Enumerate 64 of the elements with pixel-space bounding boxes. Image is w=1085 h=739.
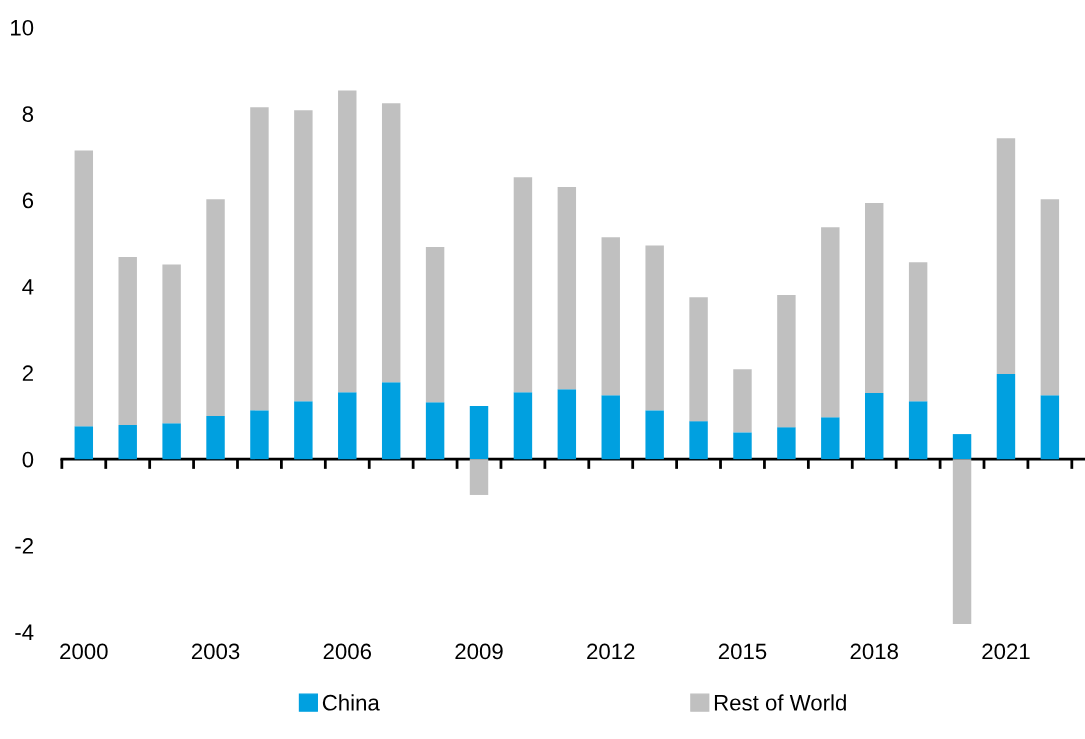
x-tick-label: 2018 — [850, 643, 898, 660]
x-tick-label: 2003 — [191, 643, 240, 660]
bar — [777, 295, 796, 428]
bar — [645, 410, 664, 460]
bar — [74, 426, 94, 460]
bar — [601, 237, 620, 396]
bar — [1040, 199, 1060, 396]
bar — [425, 247, 445, 403]
bar — [162, 423, 181, 460]
bar — [381, 103, 401, 383]
x-tick-label: 2000 — [60, 643, 108, 660]
bar — [908, 262, 928, 402]
bar — [733, 369, 752, 433]
bar — [952, 459, 972, 625]
bar — [689, 421, 708, 460]
bar — [338, 90, 357, 393]
y-tick-label: 2 — [22, 365, 33, 381]
y-tick-label: 4 — [22, 279, 34, 295]
x-tick-label: 2009 — [455, 643, 503, 660]
bar — [162, 264, 181, 424]
bar — [381, 382, 401, 460]
bar — [469, 406, 489, 460]
bar — [908, 401, 928, 460]
bar — [118, 425, 137, 460]
x-tick-label: 2012 — [587, 643, 635, 660]
bar — [513, 392, 533, 460]
bar — [865, 393, 884, 460]
bar — [294, 110, 313, 402]
legend-label: China — [322, 694, 380, 711]
x-tick-label: 2021 — [982, 643, 1030, 660]
bar — [821, 227, 840, 418]
y-tick-label: 10 — [11, 19, 34, 36]
bar — [338, 392, 357, 460]
bar — [206, 415, 225, 460]
bar — [996, 138, 1016, 375]
bar — [821, 417, 840, 460]
y-tick-label: -2 — [15, 538, 33, 554]
y-tick-label: 6 — [22, 192, 34, 209]
bar — [206, 199, 225, 416]
y-tick-label: -4 — [15, 624, 34, 640]
bar — [469, 459, 489, 495]
bar — [777, 427, 796, 460]
bar — [952, 434, 972, 460]
bar — [294, 401, 313, 460]
bar — [601, 395, 620, 460]
bar — [733, 432, 752, 460]
y-tick-label: 8 — [22, 106, 34, 122]
bar — [557, 187, 577, 390]
y-tick-label: 0 — [22, 451, 34, 468]
bar — [865, 203, 884, 394]
bar — [645, 245, 664, 411]
bar — [1040, 395, 1060, 460]
legend-label: Rest of World — [714, 694, 846, 711]
x-tick-label: 2015 — [718, 643, 767, 660]
bar — [74, 150, 94, 427]
bar — [513, 177, 533, 393]
bar — [689, 297, 708, 422]
bar — [118, 257, 137, 426]
bar — [250, 410, 269, 460]
bar — [557, 389, 577, 460]
x-tick-label: 2006 — [323, 643, 372, 660]
bar — [996, 374, 1016, 460]
bar — [425, 402, 445, 460]
bar — [250, 107, 269, 411]
